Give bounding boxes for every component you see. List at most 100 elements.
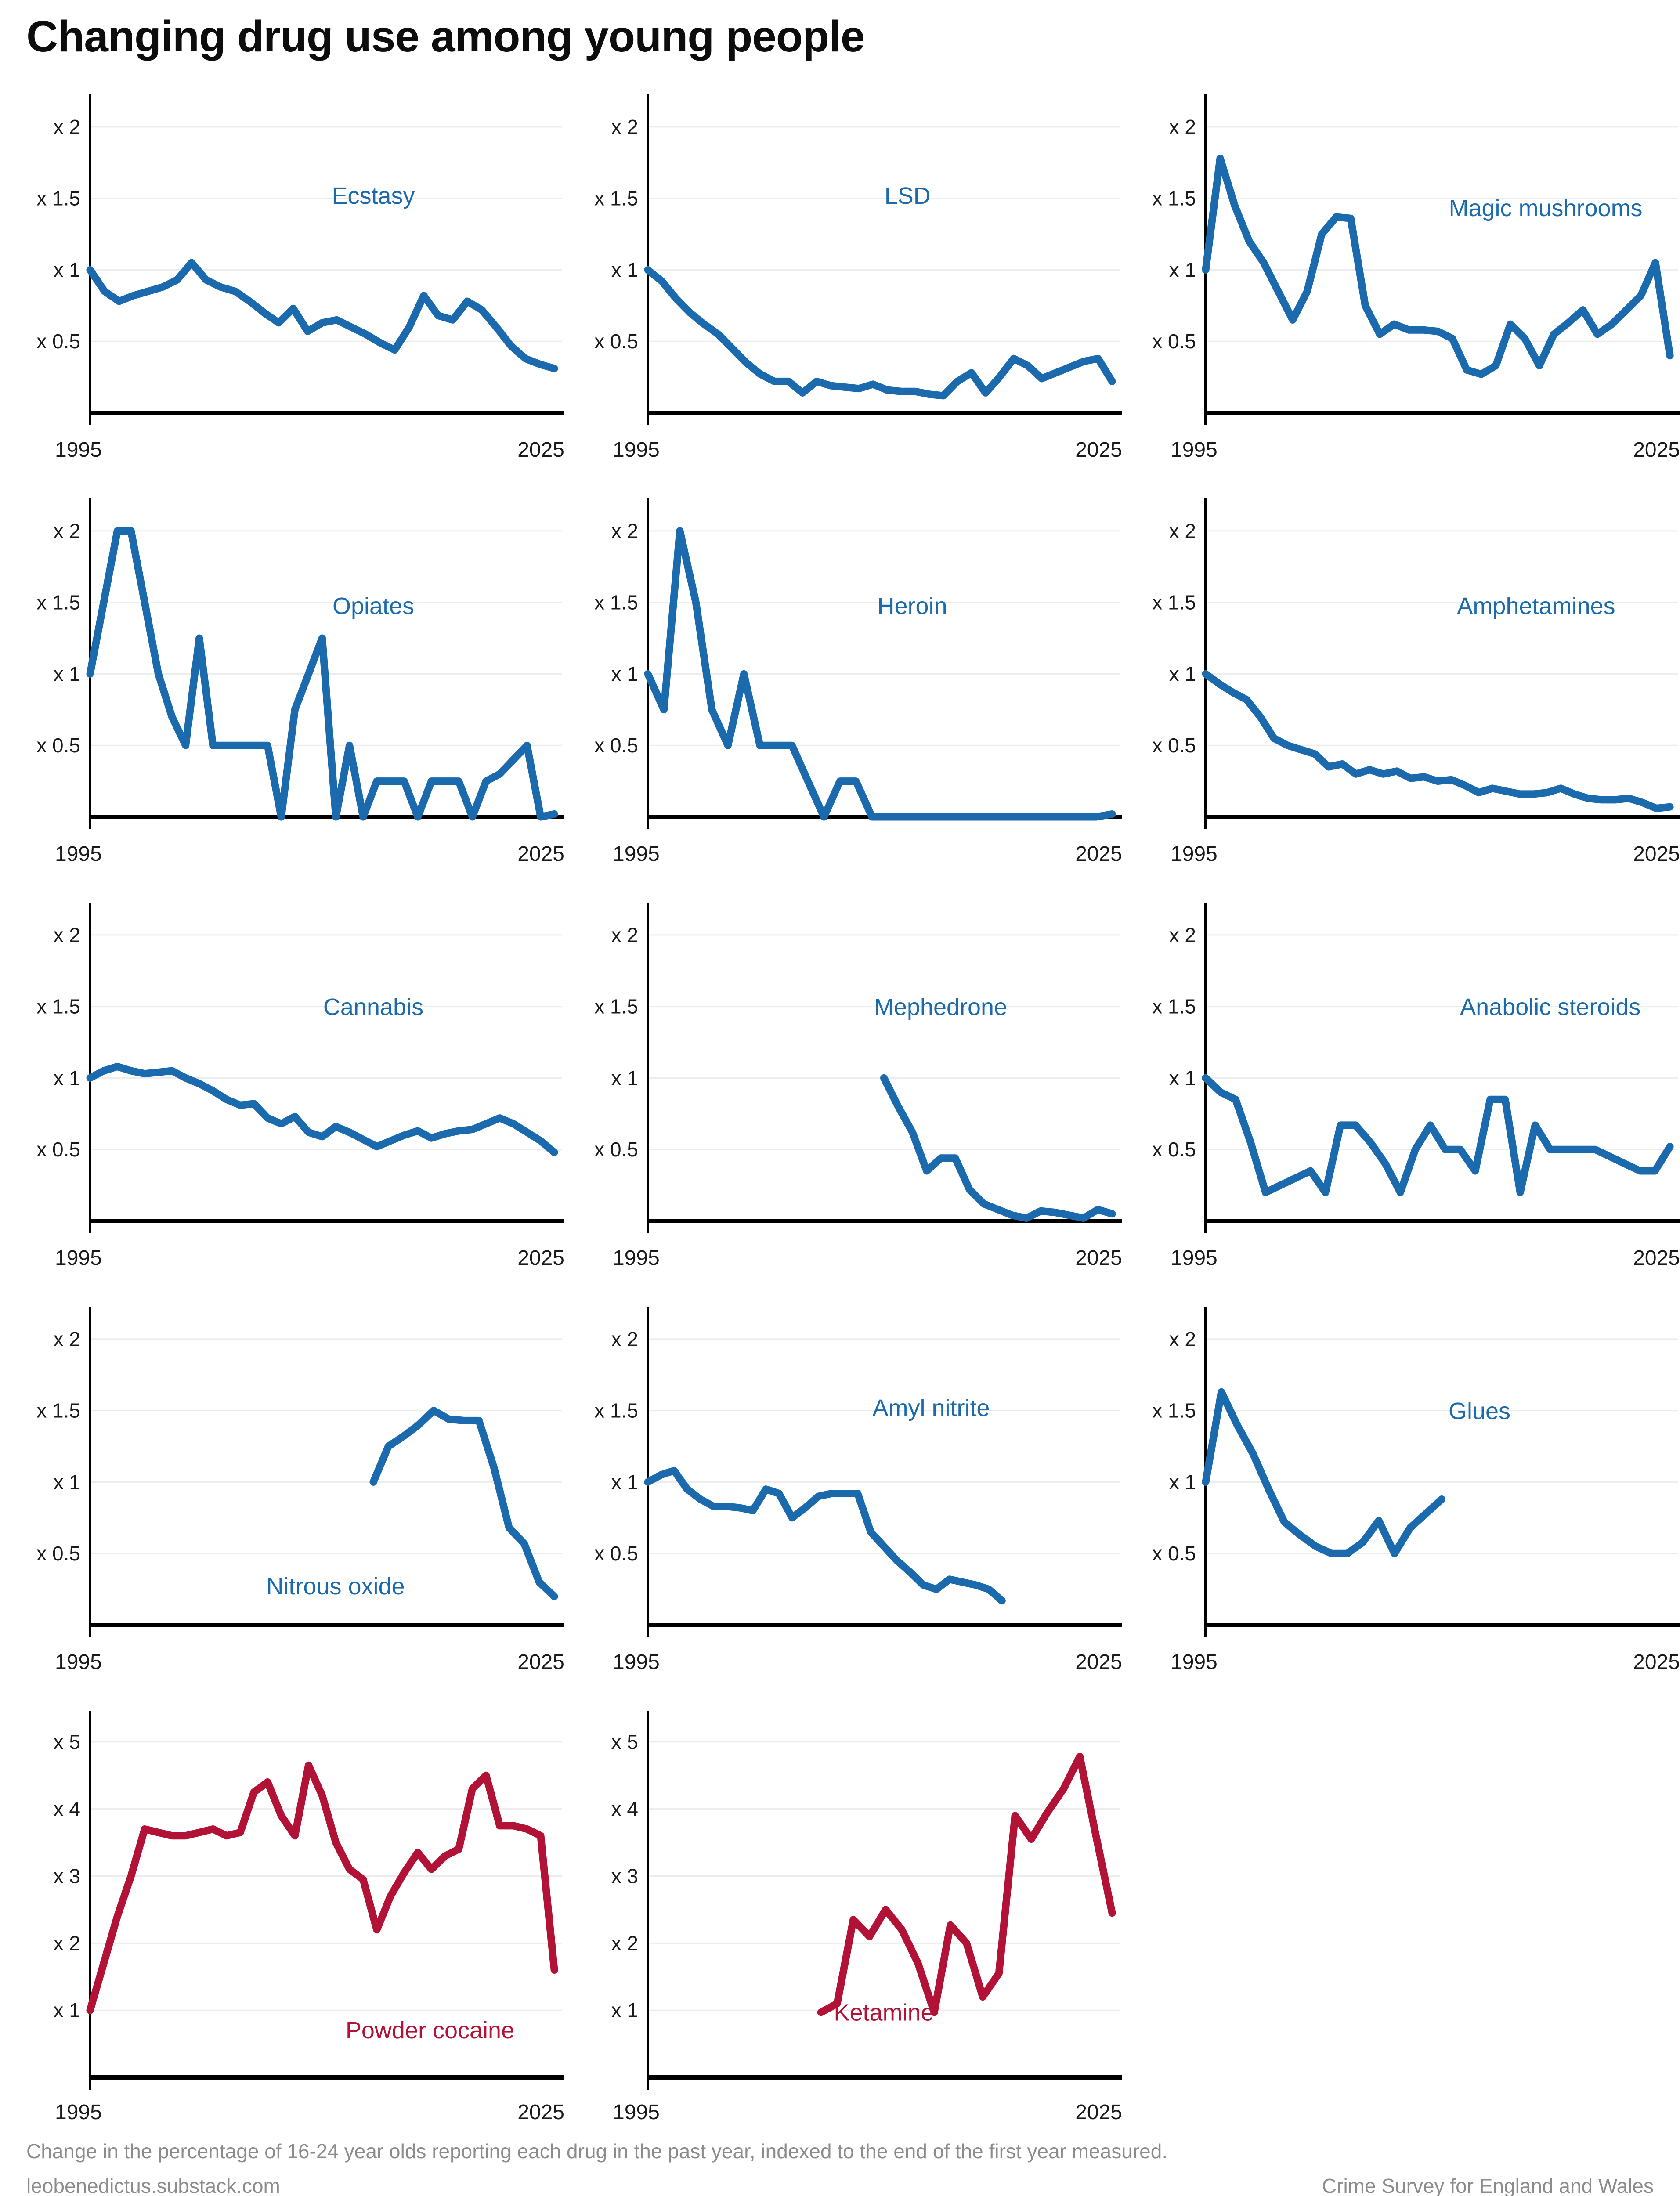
x-tick-end: 2025 (517, 1246, 564, 1270)
y-tick-label: x 1.5 (1152, 995, 1196, 1018)
chart-nitrous-oxide: x 2 x 1.5 x 1 x 0.5 Nitrous oxide 1995 2025 (36, 1307, 564, 1674)
line-series-amphetamines (1202, 670, 1674, 812)
panel-lsd: x 2 x 1.5 x 1 x 0.5 LSD 1995 2025 (584, 88, 1122, 483)
y-tick-label: x 0.5 (594, 330, 638, 353)
x-tick-end: 2025 (1075, 842, 1122, 866)
y-tick-label: x 2 (54, 520, 80, 542)
x-tick-start: 1995 (1171, 1246, 1218, 1270)
line-series-mephedrone (880, 1074, 1116, 1222)
panel-glues: x 2 x 1.5 x 1 x 0.5 Glues 1995 2025 (1142, 1300, 1680, 1695)
chart-ketamine: x 5 x 4 x 3 x 2 x 1 Ketamine 1995 2025 (611, 1711, 1122, 2124)
line-series-magic-mushrooms (1202, 155, 1674, 378)
x-tick-end: 2025 (1633, 438, 1680, 462)
y-tick-label: x 1 (54, 1999, 80, 2022)
y-tick-label: x 0.5 (594, 1542, 638, 1565)
y-tick-label: x 1 (54, 258, 80, 281)
chart-amyl-nitrite: x 2 x 1.5 x 1 x 0.5 Amyl nitrite 1995 2025 (594, 1307, 1122, 1674)
line-series-glues (1202, 1388, 1445, 1557)
y-tick-label: x 4 (611, 1798, 638, 1820)
y-tick-label: x 0.5 (594, 734, 638, 757)
line-series-anabolic-steroids (1202, 1074, 1674, 1196)
y-tick-label: x 1 (611, 1066, 638, 1089)
chart-powder-cocaine: x 5 x 4 x 3 x 2 x 1 Powder cocaine 1995 2025 (54, 1711, 564, 2124)
line-series-ketamine (817, 1753, 1116, 2016)
x-tick-end: 2025 (1075, 438, 1122, 462)
x-tick-start: 1995 (613, 1246, 660, 1270)
line-series-powder-cocaine (86, 1761, 558, 2014)
x-tick-start: 1995 (55, 438, 102, 462)
chart-opiates: x 2 x 1.5 x 1 x 0.5 Opiates 1995 2025 (36, 498, 564, 866)
series-label-amyl-nitrite: Amyl nitrite (872, 1395, 990, 1421)
x-tick-start: 1995 (55, 842, 102, 866)
y-tick-label: x 1.5 (36, 1399, 80, 1422)
y-tick-label: x 1.5 (594, 187, 638, 210)
x-tick-end: 2025 (1075, 1246, 1122, 1270)
y-tick-label: x 2 (1169, 1328, 1196, 1351)
series-label-cannabis: Cannabis (323, 994, 423, 1020)
y-tick-label: x 1 (54, 662, 80, 685)
y-tick-label: x 1 (1169, 1066, 1196, 1089)
panel-ketamine: x 5 x 4 x 3 x 2 x 1 Ketamine 1995 2025 (584, 1704, 1122, 2135)
x-tick-start: 1995 (1171, 1651, 1218, 1674)
y-tick-label: x 1 (611, 258, 638, 281)
series-label-ecstasy: Ecstasy (332, 183, 415, 209)
y-tick-label: x 1.5 (36, 187, 80, 210)
panel-heroin: x 2 x 1.5 x 1 x 0.5 Heroin 1995 2025 (584, 492, 1122, 887)
y-tick-label: x 1.5 (36, 995, 80, 1018)
y-tick-label: x 2 (54, 924, 80, 946)
y-tick-label: x 3 (611, 1865, 638, 1888)
series-label-amphetamines: Amphetamines (1457, 593, 1615, 619)
y-tick-label: x 0.5 (36, 734, 80, 757)
chart-footnote: Change in the percentage of 16-24 year o… (26, 2140, 1168, 2163)
y-tick-label: x 0.5 (1152, 330, 1196, 353)
y-tick-label: x 0.5 (1152, 1542, 1196, 1565)
source-link: leobenedictus.substack.com (26, 2174, 280, 2196)
x-tick-start: 1995 (613, 438, 660, 462)
y-tick-label: x 4 (54, 1798, 80, 1820)
x-tick-end: 2025 (1633, 1246, 1680, 1270)
chart-heroin: x 2 x 1.5 x 1 x 0.5 Heroin 1995 2025 (594, 498, 1122, 866)
x-tick-end: 2025 (517, 1651, 564, 1674)
line-series-lsd (644, 266, 1116, 400)
series-label-lsd: LSD (885, 183, 931, 209)
panel-opiates: x 2 x 1.5 x 1 x 0.5 Opiates 1995 2025 (26, 492, 564, 887)
y-tick-label: x 1 (1169, 1470, 1196, 1493)
y-tick-label: x 0.5 (1152, 1138, 1196, 1161)
chart-ecstasy: x 2 x 1.5 x 1 x 0.5 Ecstasy 1995 2025 (36, 94, 564, 462)
x-tick-end: 2025 (1633, 842, 1680, 866)
x-tick-start: 1995 (55, 1651, 102, 1674)
panel-mephedrone: x 2 x 1.5 x 1 x 0.5 Mephedrone 1995 2025 (584, 896, 1122, 1291)
y-tick-label: x 2 (1169, 924, 1196, 946)
x-tick-start: 1995 (613, 842, 660, 866)
y-tick-label: x 5 (54, 1730, 80, 1753)
series-label-magic-mushrooms: Magic mushrooms (1449, 195, 1642, 221)
x-tick-start: 1995 (613, 2101, 660, 2124)
y-tick-label: x 1.5 (1152, 1399, 1196, 1422)
panel-ecstasy: x 2 x 1.5 x 1 x 0.5 Ecstasy 1995 2025 (26, 88, 564, 483)
x-tick-start: 1995 (1171, 438, 1218, 462)
source-attribution: Crime Survey for England and Wales (1322, 2174, 1654, 2196)
panel-amphetamines: x 2 x 1.5 x 1 x 0.5 Amphetamines 1995 2025 (1142, 492, 1680, 887)
x-tick-start: 1995 (1171, 842, 1218, 866)
y-tick-label: x 2 (54, 116, 80, 138)
y-tick-label: x 2 (611, 1932, 638, 1954)
panel-cannabis: x 2 x 1.5 x 1 x 0.5 Cannabis 1995 2025 (26, 896, 564, 1291)
y-tick-label: x 1.5 (1152, 187, 1196, 210)
x-tick-end: 2025 (1075, 2101, 1122, 2124)
series-label-glues: Glues (1449, 1398, 1510, 1424)
x-tick-end: 2025 (1633, 1651, 1680, 1674)
y-tick-label: x 2 (611, 1328, 638, 1351)
line-series-amyl-nitrite (644, 1466, 1006, 1605)
y-tick-label: x 0.5 (594, 1138, 638, 1161)
x-tick-start: 1995 (55, 1246, 102, 1270)
page-title: Changing drug use among young people (26, 12, 865, 61)
series-label-anabolic-steroids: Anabolic steroids (1460, 994, 1640, 1020)
y-tick-label: x 1.5 (36, 591, 80, 614)
y-tick-label: x 1 (611, 1470, 638, 1493)
footer: leobenedictus.substack.com Crime Survey … (26, 2174, 1654, 2196)
y-tick-label: x 1.5 (594, 995, 638, 1018)
y-tick-label: x 1 (54, 1066, 80, 1089)
chart-glues: x 2 x 1.5 x 1 x 0.5 Glues 1995 2025 (1152, 1307, 1680, 1674)
